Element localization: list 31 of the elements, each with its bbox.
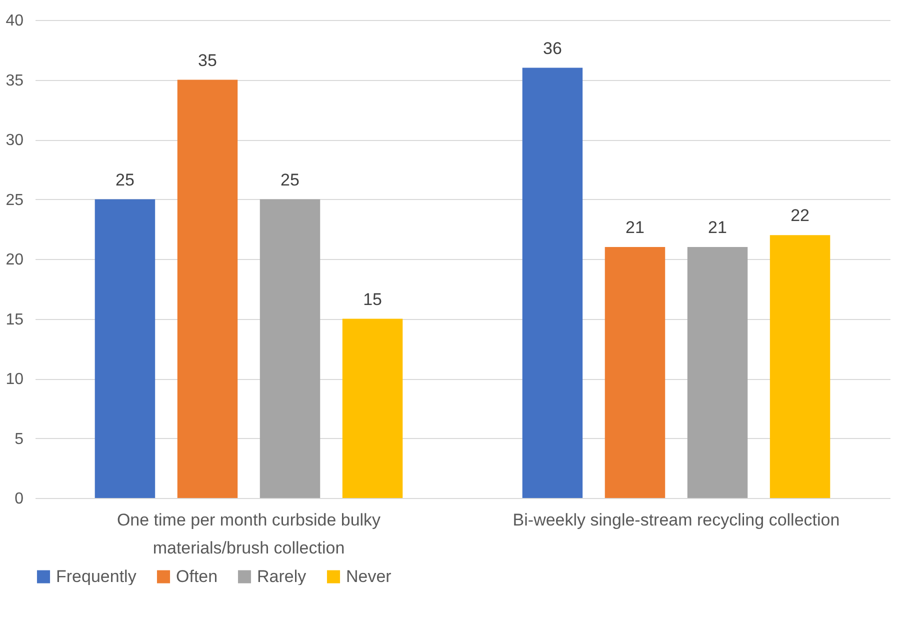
data-label: 22 — [790, 206, 810, 226]
data-label: 15 — [363, 290, 382, 309]
y-tick-label: 40 — [6, 12, 24, 30]
data-label: 25 — [280, 170, 300, 190]
y-tick-label: 30 — [6, 132, 24, 149]
y-tick-label: 5 — [14, 430, 24, 448]
y-tick-label: 15 — [6, 311, 24, 328]
data-label: 25 — [116, 170, 134, 190]
y-tick-label: 0 — [14, 490, 24, 508]
bar — [687, 247, 748, 498]
bar — [94, 199, 156, 498]
y-tick-label: 25 — [6, 192, 24, 209]
data-label: 21 — [626, 218, 644, 238]
legend-label: Never — [346, 566, 392, 586]
x-tick-label: Bi-weekly single-stream recycling collection — [512, 510, 840, 530]
y-tick-label: 10 — [6, 371, 24, 388]
y-tick-label: 20 — [6, 252, 24, 268]
bar — [604, 247, 666, 498]
bar — [260, 199, 320, 498]
y-tick-label: 35 — [6, 72, 24, 90]
bar — [342, 318, 403, 498]
legend-label: Frequently — [56, 566, 137, 586]
data-label: 36 — [543, 38, 562, 58]
bar — [177, 80, 238, 498]
legend-label: Rarely — [257, 566, 307, 586]
data-label: 21 — [708, 218, 727, 238]
x-tick-label: One time per month curbside bulky materials/brush collection — [116, 510, 382, 558]
legend-label: Often — [176, 566, 218, 586]
bar — [522, 68, 583, 498]
bar — [770, 235, 830, 498]
data-label: 35 — [198, 50, 217, 70]
